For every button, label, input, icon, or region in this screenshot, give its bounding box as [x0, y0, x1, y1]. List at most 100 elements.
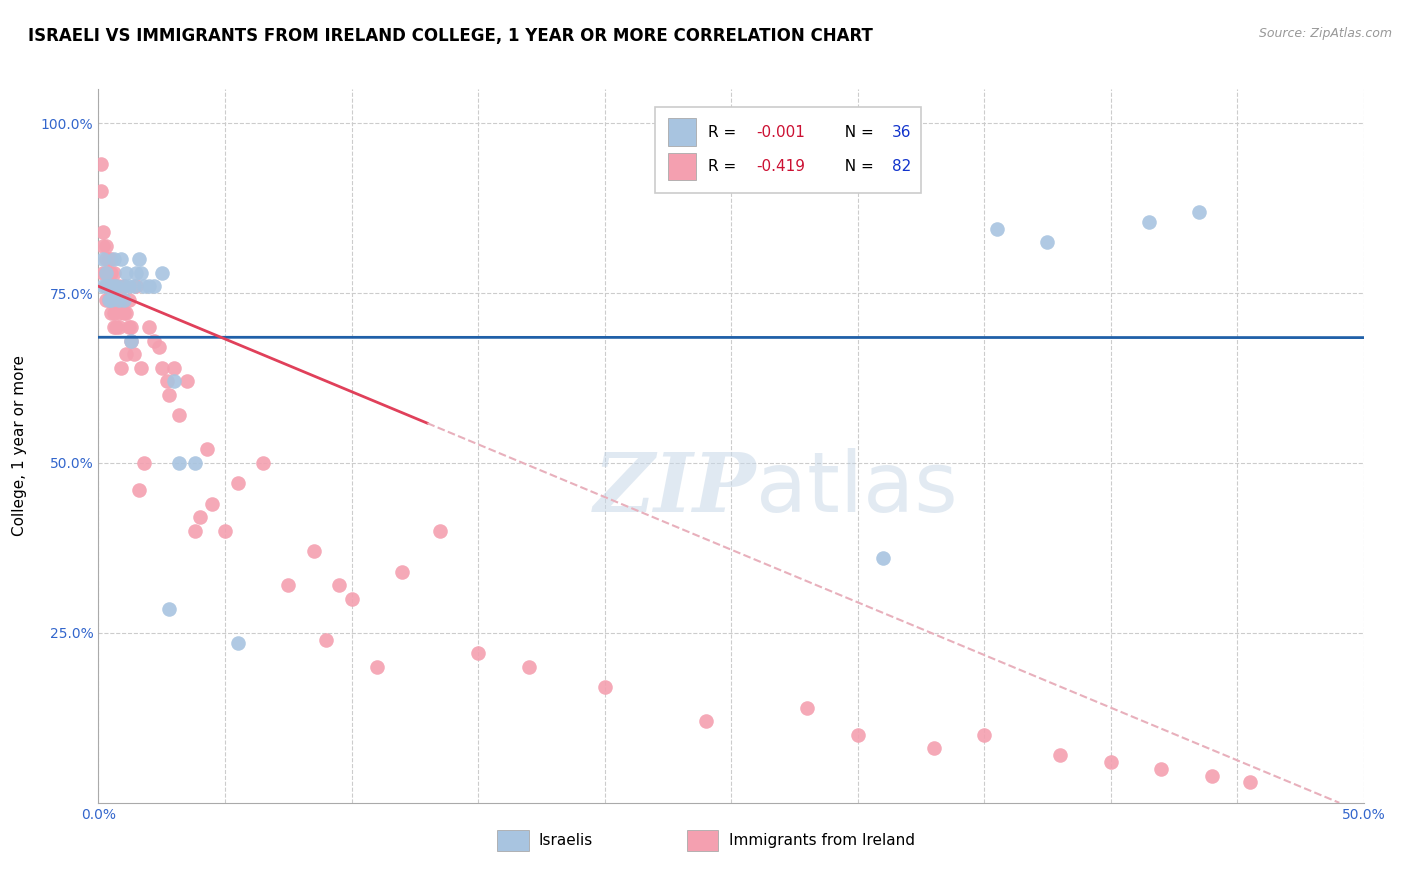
Point — [157, 388, 180, 402]
Point — [429, 524, 451, 538]
Point — [150, 266, 173, 280]
Point — [110, 252, 132, 266]
Point — [112, 306, 135, 320]
Point — [103, 252, 125, 266]
Point — [122, 347, 145, 361]
Text: atlas: atlas — [756, 449, 957, 529]
Point — [138, 279, 160, 293]
Point — [131, 266, 153, 280]
Point — [93, 225, 115, 239]
Point — [107, 293, 129, 307]
Point — [131, 360, 153, 375]
Point — [94, 293, 117, 307]
Point — [315, 632, 337, 647]
Point — [103, 279, 125, 293]
Point — [94, 279, 117, 293]
Point — [973, 728, 995, 742]
Point — [115, 347, 138, 361]
Point — [120, 334, 142, 348]
Point — [593, 680, 616, 694]
Point — [1239, 775, 1261, 789]
Point — [100, 279, 122, 293]
Point — [115, 306, 138, 320]
Point — [1150, 762, 1173, 776]
Point — [100, 266, 122, 280]
Bar — [498, 830, 529, 851]
Point — [695, 714, 717, 729]
Point — [115, 266, 138, 280]
Text: 36: 36 — [891, 125, 911, 139]
Point — [132, 279, 155, 293]
Point — [100, 279, 122, 293]
Point — [118, 320, 141, 334]
Point — [128, 483, 150, 498]
Point — [125, 279, 148, 293]
Point — [128, 252, 150, 266]
Point — [1049, 748, 1071, 763]
Point — [120, 320, 142, 334]
Point — [328, 578, 350, 592]
Point — [188, 510, 211, 524]
Point — [97, 293, 120, 307]
Point — [112, 279, 135, 293]
Point — [105, 279, 128, 293]
Point — [366, 660, 388, 674]
Point — [872, 551, 894, 566]
Text: R =: R = — [709, 159, 741, 174]
Point — [94, 266, 117, 280]
Point — [107, 306, 129, 320]
Point — [391, 565, 413, 579]
Point — [340, 591, 363, 606]
Point — [150, 360, 173, 375]
Point — [302, 544, 325, 558]
Point — [97, 279, 120, 293]
Text: N =: N = — [835, 125, 879, 139]
Point — [112, 293, 135, 307]
Point — [94, 238, 117, 252]
Point — [100, 306, 122, 320]
Point — [1201, 769, 1223, 783]
Point — [183, 524, 205, 538]
Point — [214, 524, 236, 538]
Point — [110, 360, 132, 375]
Text: -0.419: -0.419 — [756, 159, 806, 174]
Text: ZIP: ZIP — [593, 449, 756, 529]
Y-axis label: College, 1 year or more: College, 1 year or more — [13, 356, 27, 536]
Point — [103, 266, 125, 280]
Point — [143, 279, 166, 293]
Point — [93, 279, 115, 293]
Point — [1036, 235, 1059, 249]
Point — [252, 456, 274, 470]
Point — [226, 636, 249, 650]
Point — [97, 252, 120, 266]
Point — [94, 266, 117, 280]
Point — [1188, 204, 1211, 219]
Point — [122, 279, 145, 293]
Point — [1099, 755, 1122, 769]
Point — [100, 293, 122, 307]
Point — [163, 360, 186, 375]
Point — [163, 375, 186, 389]
Text: R =: R = — [709, 125, 741, 139]
Point — [169, 456, 191, 470]
Point — [93, 238, 115, 252]
Point — [93, 266, 115, 280]
Point — [105, 293, 128, 307]
Text: 82: 82 — [891, 159, 911, 174]
Point — [90, 157, 112, 171]
Point — [97, 293, 120, 307]
Point — [100, 293, 122, 307]
Text: Source: ZipAtlas.com: Source: ZipAtlas.com — [1258, 27, 1392, 40]
Point — [195, 442, 218, 457]
Point — [157, 602, 180, 616]
Point — [103, 279, 125, 293]
Point — [90, 184, 112, 198]
Point — [169, 409, 191, 423]
Point — [148, 341, 170, 355]
Text: ISRAELI VS IMMIGRANTS FROM IRELAND COLLEGE, 1 YEAR OR MORE CORRELATION CHART: ISRAELI VS IMMIGRANTS FROM IRELAND COLLE… — [28, 27, 873, 45]
Point — [94, 279, 117, 293]
Point — [796, 700, 818, 714]
Point — [226, 476, 249, 491]
Point — [125, 266, 148, 280]
Point — [176, 375, 198, 389]
